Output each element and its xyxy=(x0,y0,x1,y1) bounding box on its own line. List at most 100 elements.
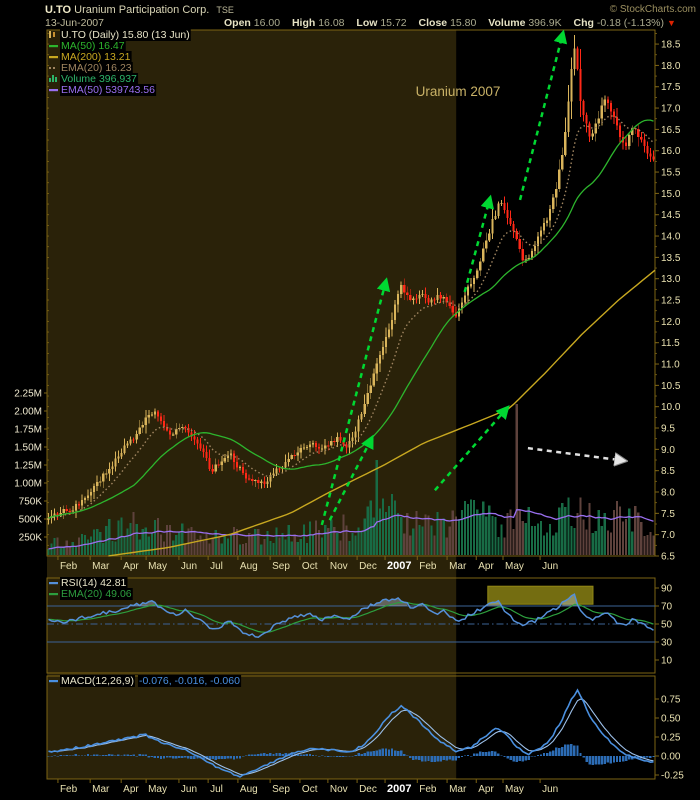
candle-body xyxy=(123,445,126,453)
candle-body xyxy=(606,99,609,103)
candle-body xyxy=(564,132,567,155)
macd-histogram-bar xyxy=(396,750,400,756)
candle-body xyxy=(640,137,643,140)
candle-body xyxy=(433,299,436,301)
volume-bar xyxy=(393,500,397,555)
candle-body xyxy=(117,456,120,459)
candle-body xyxy=(135,433,138,440)
macd-histogram-bar xyxy=(327,756,330,757)
volume-tick-label: 1.75M xyxy=(14,425,42,436)
volume-bar xyxy=(612,510,616,555)
volume-bar xyxy=(521,521,524,555)
month-label: Apr xyxy=(478,784,494,795)
macd-histogram-bar xyxy=(354,755,357,756)
volume-bar xyxy=(357,527,360,555)
volume-bar xyxy=(108,519,111,555)
macd-histogram-bar xyxy=(62,755,65,756)
volume-bar xyxy=(643,535,646,555)
volume-bar xyxy=(299,539,302,555)
macd-histogram-bar xyxy=(266,753,269,756)
macd-histogram-bar xyxy=(241,756,245,757)
price-legend-label: EMA(20) 16.23 xyxy=(61,62,132,74)
candle-body xyxy=(445,296,448,303)
volume-bar xyxy=(558,507,561,555)
candle-body xyxy=(400,285,403,295)
candle-body xyxy=(585,114,588,124)
volume-bar xyxy=(238,544,242,555)
volume-bar xyxy=(497,536,500,555)
price-legend-label: EMA(50) 539743.56 xyxy=(61,84,155,96)
volume-bar xyxy=(74,546,77,555)
candle-body xyxy=(567,101,570,133)
macd-histogram-bar xyxy=(588,756,591,765)
macd-histogram-bar xyxy=(460,756,464,758)
macd-histogram-bar xyxy=(144,754,147,756)
candle-body xyxy=(71,510,74,512)
volume-bar xyxy=(366,506,369,555)
candle-body xyxy=(618,125,622,137)
legend-text-bg xyxy=(60,29,191,41)
candle-body xyxy=(159,416,163,421)
volume-bar xyxy=(573,528,576,555)
volume-bar xyxy=(649,532,652,555)
macd-histogram-bar xyxy=(272,753,275,756)
candle-body xyxy=(314,443,318,447)
macd-legend-label: MACD(12,26,9) xyxy=(61,675,134,687)
volume-bar xyxy=(342,514,345,555)
candle-body xyxy=(187,428,190,433)
volume-bar xyxy=(634,505,637,555)
macd-histogram-bar xyxy=(348,756,351,757)
candle-body xyxy=(190,432,193,437)
macd-histogram-bar xyxy=(320,755,324,756)
volume-bar xyxy=(473,499,476,555)
volume-bar xyxy=(430,525,433,555)
volume-bar xyxy=(260,544,263,555)
candle-body xyxy=(549,209,552,221)
volume-bar xyxy=(251,534,254,555)
uranium-2007-annotation: Uranium 2007 xyxy=(416,84,501,99)
macd-histogram-bar xyxy=(618,756,622,763)
volume-bar xyxy=(561,503,564,555)
candle-body xyxy=(390,319,394,330)
quote-row: 13-Jun-2007 Open 16.00 High 16.08 Low 15… xyxy=(45,17,676,29)
candle-body xyxy=(397,294,400,305)
candle-body xyxy=(108,469,111,474)
month-label: Oct xyxy=(302,561,318,572)
macd-histogram-bar xyxy=(475,753,479,756)
candle-body xyxy=(527,258,530,260)
macd-histogram-bar xyxy=(190,756,193,759)
volume-bar xyxy=(637,512,640,555)
macd-histogram-bar xyxy=(424,756,427,762)
macd-histogram-bar xyxy=(251,754,254,756)
macd-panel: 0.75 0.50 0.25 0.00 -0.25 MACD(12,26,9) -0.076… xyxy=(47,675,684,782)
price-tick-label: 15.5 xyxy=(661,168,681,179)
candle-body xyxy=(600,105,603,119)
volume-bars-icon xyxy=(49,75,57,82)
price-tick-label: 18.5 xyxy=(661,40,681,51)
volume-bar xyxy=(585,529,588,555)
volume-bar xyxy=(336,532,339,555)
macd-histogram-bar xyxy=(226,756,230,759)
macd-histogram-bar xyxy=(406,755,409,757)
macd-tick-label: 0.75 xyxy=(661,695,681,706)
macd-histogram-bar xyxy=(524,756,527,761)
macd-histogram-bar xyxy=(606,756,610,763)
volume-bar xyxy=(321,537,324,555)
macd-histogram-bar xyxy=(555,747,558,756)
volume-bar xyxy=(296,541,299,555)
macd-histogram-bar xyxy=(372,750,375,756)
macd-histogram-bar xyxy=(548,751,552,756)
candle-body xyxy=(83,498,87,501)
volume-bar xyxy=(646,535,649,555)
volume-bar xyxy=(178,532,181,555)
month-label: Dec xyxy=(359,784,377,795)
volume-bar xyxy=(555,532,558,555)
icon-part xyxy=(49,78,51,82)
candle-body xyxy=(649,153,652,157)
macd-histogram-bar xyxy=(576,745,579,756)
candle-body xyxy=(451,306,454,313)
volume-tick-label: 500K xyxy=(19,515,43,526)
macd-histogram-bar xyxy=(278,752,281,756)
volume-tick-label: 2.25M xyxy=(14,389,42,400)
volume-bar xyxy=(606,530,609,555)
